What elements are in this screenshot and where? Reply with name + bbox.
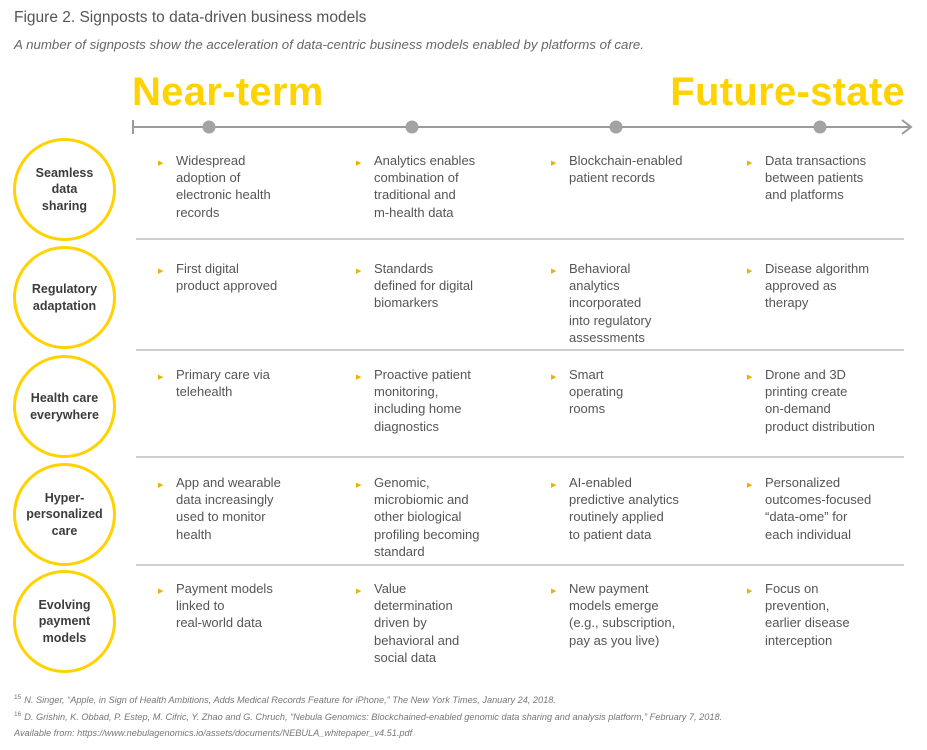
row-label-regulatory-adaptation: Regulatory adaptation bbox=[13, 246, 116, 349]
future-state-label: Future-state bbox=[670, 70, 905, 114]
bullet-marker: ▶ bbox=[747, 160, 753, 167]
row-separator bbox=[136, 238, 904, 240]
timeline-marker-4 bbox=[813, 120, 827, 134]
signpost-cell: ▶ Proactive patient monitoring, including… bbox=[356, 367, 471, 434]
row-label-evolving-payment-models: Evolving payment models bbox=[13, 570, 116, 673]
bullet-marker: ▶ bbox=[551, 268, 557, 275]
bullet-marker: ▶ bbox=[551, 160, 557, 167]
signpost-cell: ▶ App and wearable data increasingly used… bbox=[158, 475, 281, 542]
timeline-marker-1 bbox=[202, 120, 216, 134]
footnote: Available from: https://www.nebulagenomi… bbox=[14, 728, 413, 738]
row-label-health-care-everywhere: Health care everywhere bbox=[13, 355, 116, 458]
bullet-marker: ▶ bbox=[356, 482, 362, 489]
signpost-cell: ▶ Payment models linked to real-world dat… bbox=[158, 581, 273, 631]
row-separator bbox=[136, 456, 904, 458]
bullet-marker: ▶ bbox=[551, 482, 557, 489]
timeline-marker-2 bbox=[405, 120, 419, 134]
figure-subtitle: A number of signposts show the accelerat… bbox=[14, 37, 644, 52]
signpost-cell: ▶ Blockchain-enabled patient records bbox=[551, 153, 683, 186]
footnote: 16 D. Grishin, K. Obbad, P. Estep, M. Cif… bbox=[14, 711, 723, 722]
bullet-marker: ▶ bbox=[158, 374, 164, 381]
signpost-cell: ▶ Smart operating rooms bbox=[551, 367, 624, 417]
row-separator bbox=[136, 564, 904, 566]
signpost-cell: ▶ Analytics enables combination of tradit… bbox=[356, 153, 476, 220]
signpost-cell: ▶ Standards defined for digital biomarker… bbox=[356, 261, 474, 311]
bullet-marker: ▶ bbox=[356, 160, 362, 167]
signpost-cell: ▶ Focus on prevention, earlier disease in… bbox=[747, 581, 850, 648]
bullet-marker: ▶ bbox=[158, 482, 164, 489]
bullet-marker: ▶ bbox=[158, 160, 164, 167]
signpost-cell: ▶ Primary care via telehealth bbox=[158, 367, 270, 400]
near-term-label: Near-term bbox=[132, 70, 324, 114]
signpost-cell: ▶ New payment models emerge (e.g., subscr… bbox=[551, 581, 676, 648]
signpost-cell: ▶ Behavioral analytics incorporated into … bbox=[551, 261, 652, 345]
timeline-arrowhead bbox=[901, 119, 913, 135]
signpost-cell: ▶ First digital product approved bbox=[158, 261, 278, 294]
footnote: 15 N. Singer, “Apple, in Sign of Health A… bbox=[14, 694, 556, 705]
bullet-marker: ▶ bbox=[356, 268, 362, 275]
bullet-marker: ▶ bbox=[356, 374, 362, 381]
signpost-cell: ▶ Value determination driven by behaviora… bbox=[356, 581, 460, 665]
signpost-cell: ▶ Disease algorithm approved as therapy bbox=[747, 261, 870, 311]
bullet-marker: ▶ bbox=[551, 374, 557, 381]
signpost-cell: ▶ AI-enabled predictive analytics routine… bbox=[551, 475, 679, 542]
timeline-marker-3 bbox=[609, 120, 623, 134]
signpost-cell: ▶ Genomic, microbiomic and other biologic… bbox=[356, 475, 480, 559]
signpost-cell: ▶ Drone and 3D printing create on-demand … bbox=[747, 367, 875, 434]
bullet-marker: ▶ bbox=[158, 268, 164, 275]
row-separator bbox=[136, 349, 904, 351]
signpost-cell: ▶ Personalized outcomes-focused “data-ome… bbox=[747, 475, 872, 542]
bullet-marker: ▶ bbox=[747, 268, 753, 275]
signpost-cell: ▶ Data transactions between patients and … bbox=[747, 153, 867, 203]
bullet-marker: ▶ bbox=[551, 588, 557, 595]
row-label-seamless-data-sharing: Seamless data sharing bbox=[13, 138, 116, 241]
bullet-marker: ▶ bbox=[356, 588, 362, 595]
bullet-marker: ▶ bbox=[747, 482, 753, 489]
bullet-marker: ▶ bbox=[747, 374, 753, 381]
row-label-hyper-personalized-care: Hyper- personalized care bbox=[13, 463, 116, 566]
bullet-marker: ▶ bbox=[747, 588, 753, 595]
timeline-arrow bbox=[132, 119, 913, 135]
bullet-marker: ▶ bbox=[158, 588, 164, 595]
signpost-cell: ▶ Widespread adoption of electronic healt… bbox=[158, 153, 271, 220]
figure-title: Figure 2. Signposts to data-driven busin… bbox=[14, 9, 367, 26]
